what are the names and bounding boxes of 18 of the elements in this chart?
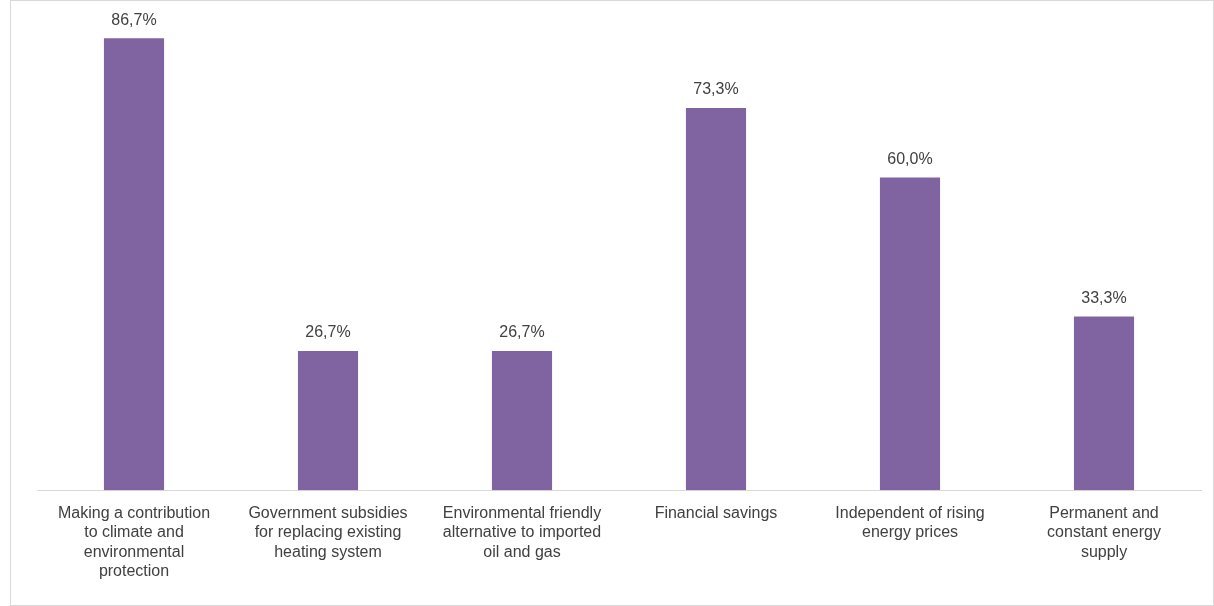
data-label: 26,7% [305,323,351,341]
data-label: 86,7% [111,10,157,28]
x-tick-label: Permanent and constant energy supply [1047,504,1161,560]
x-tick-label: Government subsidies for replacing existing heating system [248,504,408,560]
data-label: 26,7% [499,323,545,341]
data-label: 73,3% [693,80,739,98]
bar [685,108,747,491]
data-label: 60,0% [887,149,933,167]
bar [103,38,165,491]
x-tick-label: Environmental friendly alternative to imported oil and gas [442,504,602,560]
data-label: 33,3% [1081,289,1127,306]
bar [879,177,941,491]
x-tick-label: Financial savings [654,504,778,522]
bar [491,351,553,491]
x-tick-label: Independent of rising energy prices [835,504,985,541]
bar [1073,316,1135,491]
bar [297,351,359,491]
x-tick-label: Making a contribution to climate and environmental protection [57,504,211,579]
